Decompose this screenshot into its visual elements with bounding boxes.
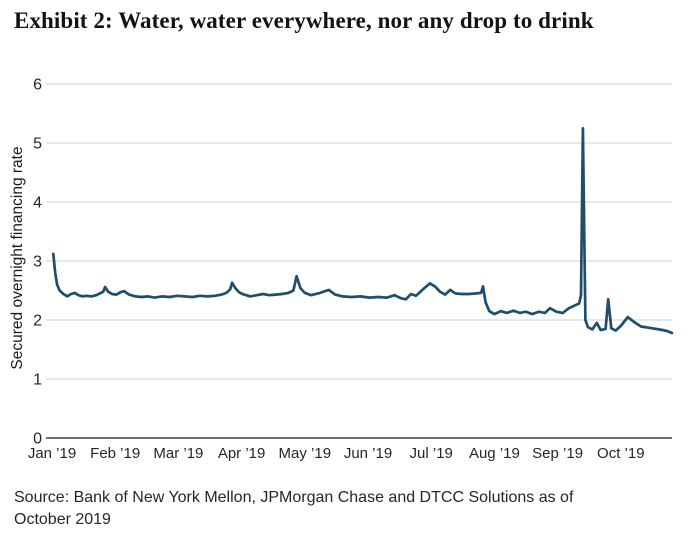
x-tick-label: May ’19 (279, 445, 332, 462)
y-tick-label: 1 (33, 372, 42, 389)
line-chart-canvas: 0 1 2 3 4 5 6 Jan ’19 Feb ’19 Mar ’19 Apr ’19 May ’… (28, 77, 674, 462)
x-tick-label: Sep ’19 (532, 445, 583, 462)
sofr-line (51, 126, 674, 335)
y-tick-label: 3 (33, 254, 42, 271)
x-tick-label: Feb ’19 (90, 445, 140, 462)
y-tick-label: 5 (33, 136, 42, 153)
x-tick-label: Mar ’19 (153, 445, 203, 462)
x-tick-label: Jan ’19 (28, 445, 76, 462)
y-tick-label: 4 (33, 195, 42, 212)
x-tick-label: Jun ’19 (344, 445, 392, 462)
x-tick-label: Apr ’19 (218, 445, 266, 462)
x-tick-label: Oct ’19 (597, 445, 645, 462)
source-note: Source: Bank of New York Mellon, JPMorga… (14, 489, 574, 528)
exhibit-title: Exhibit 2: Water, water everywhere, nor … (14, 8, 594, 33)
y-tick-label: 6 (33, 77, 42, 94)
x-tick-label: Jul ’19 (410, 445, 453, 462)
y-tick-label: 2 (33, 313, 42, 330)
y-tick-label: 0 (33, 431, 42, 448)
x-tick-label: Aug ’19 (469, 445, 520, 462)
